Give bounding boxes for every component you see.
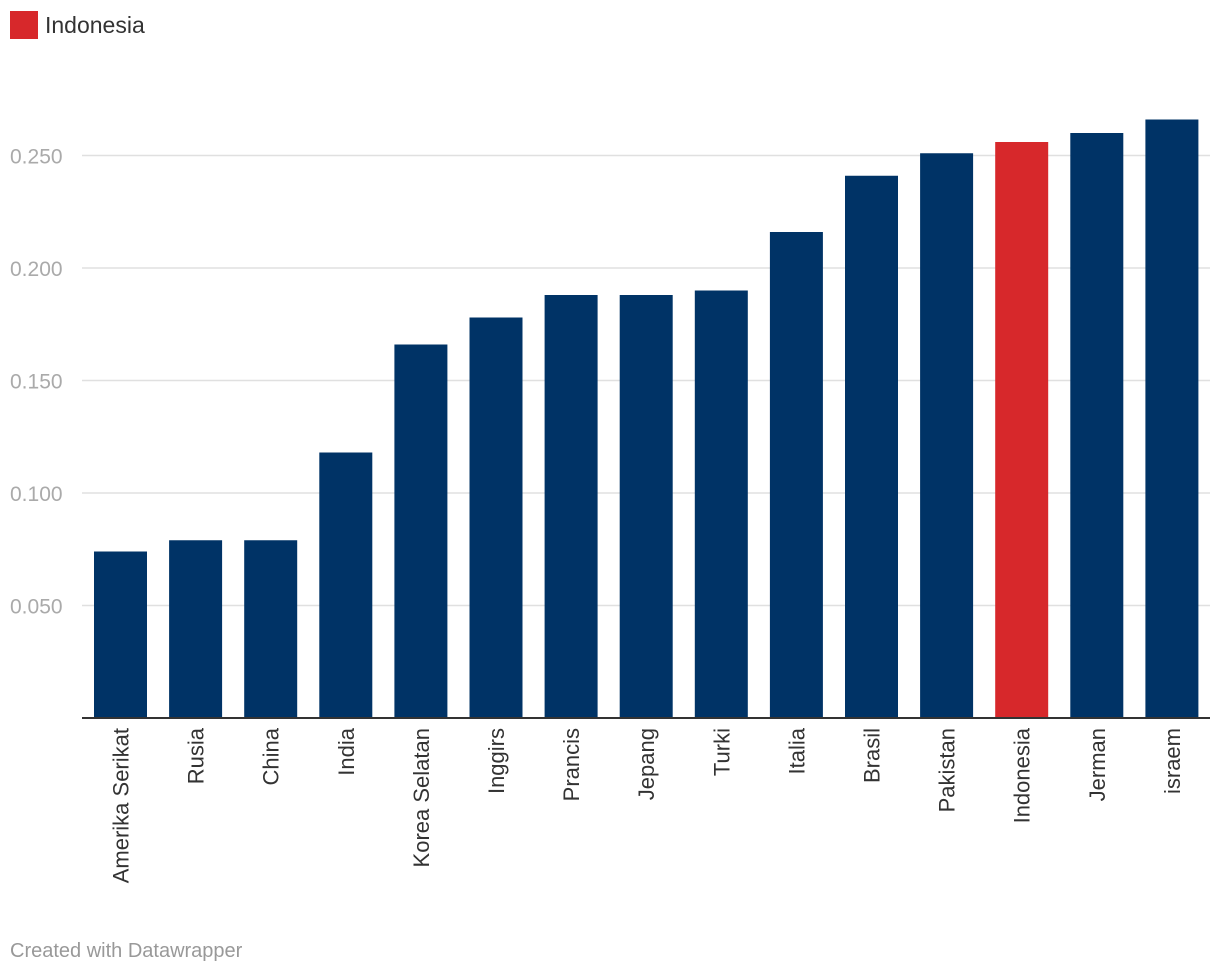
bar-brasil xyxy=(845,175,898,718)
x-tick-label: Italia xyxy=(784,727,809,774)
legend: Indonesia xyxy=(10,11,145,39)
bar-india xyxy=(319,452,373,718)
y-tick-label: 0.150 xyxy=(10,371,63,394)
bar-amerika-serikat xyxy=(94,551,147,718)
x-tick-label: Amerika Serikat xyxy=(109,728,134,883)
x-tick-label: Inggirs xyxy=(484,728,509,794)
bar-korea-selatan xyxy=(394,344,448,718)
bar-jepang xyxy=(619,295,673,718)
legend-swatch xyxy=(10,11,38,39)
bar-italia xyxy=(769,232,823,718)
legend-label: Indonesia xyxy=(45,12,145,38)
bar-china xyxy=(244,540,298,718)
x-tick-label: israem xyxy=(1160,728,1185,794)
bar-jerman xyxy=(1070,133,1124,718)
x-tick-label: India xyxy=(334,727,359,775)
bar-prancis xyxy=(544,295,598,718)
y-tick-label: 0.250 xyxy=(10,146,63,169)
y-tick-label: 0.200 xyxy=(10,258,63,281)
y-tick-label: 0.050 xyxy=(10,596,63,619)
bar-pakistan xyxy=(920,153,974,718)
x-tick-label: Rusia xyxy=(184,727,209,784)
credit-text: Created with Datawrapper xyxy=(10,940,243,962)
y-tick-label: 0.100 xyxy=(10,483,63,506)
x-tick-label: Prancis xyxy=(559,728,584,801)
bar-inggirs xyxy=(469,317,523,718)
x-tick-label: China xyxy=(259,727,284,785)
x-tick-label: Turki xyxy=(709,728,734,776)
x-tick-label: Jepang xyxy=(634,728,659,800)
x-tick-label: Jerman xyxy=(1085,728,1110,801)
x-tick-label: Indonesia xyxy=(1010,727,1035,823)
x-tick-label: Brasil xyxy=(860,728,885,783)
bar-israem xyxy=(1145,119,1199,718)
x-tick-label: Korea Selatan xyxy=(409,728,434,867)
bar-turki xyxy=(694,290,748,718)
bar-rusia xyxy=(169,540,223,718)
x-tick-label: Pakistan xyxy=(935,728,960,812)
bar-indonesia xyxy=(995,142,1049,718)
